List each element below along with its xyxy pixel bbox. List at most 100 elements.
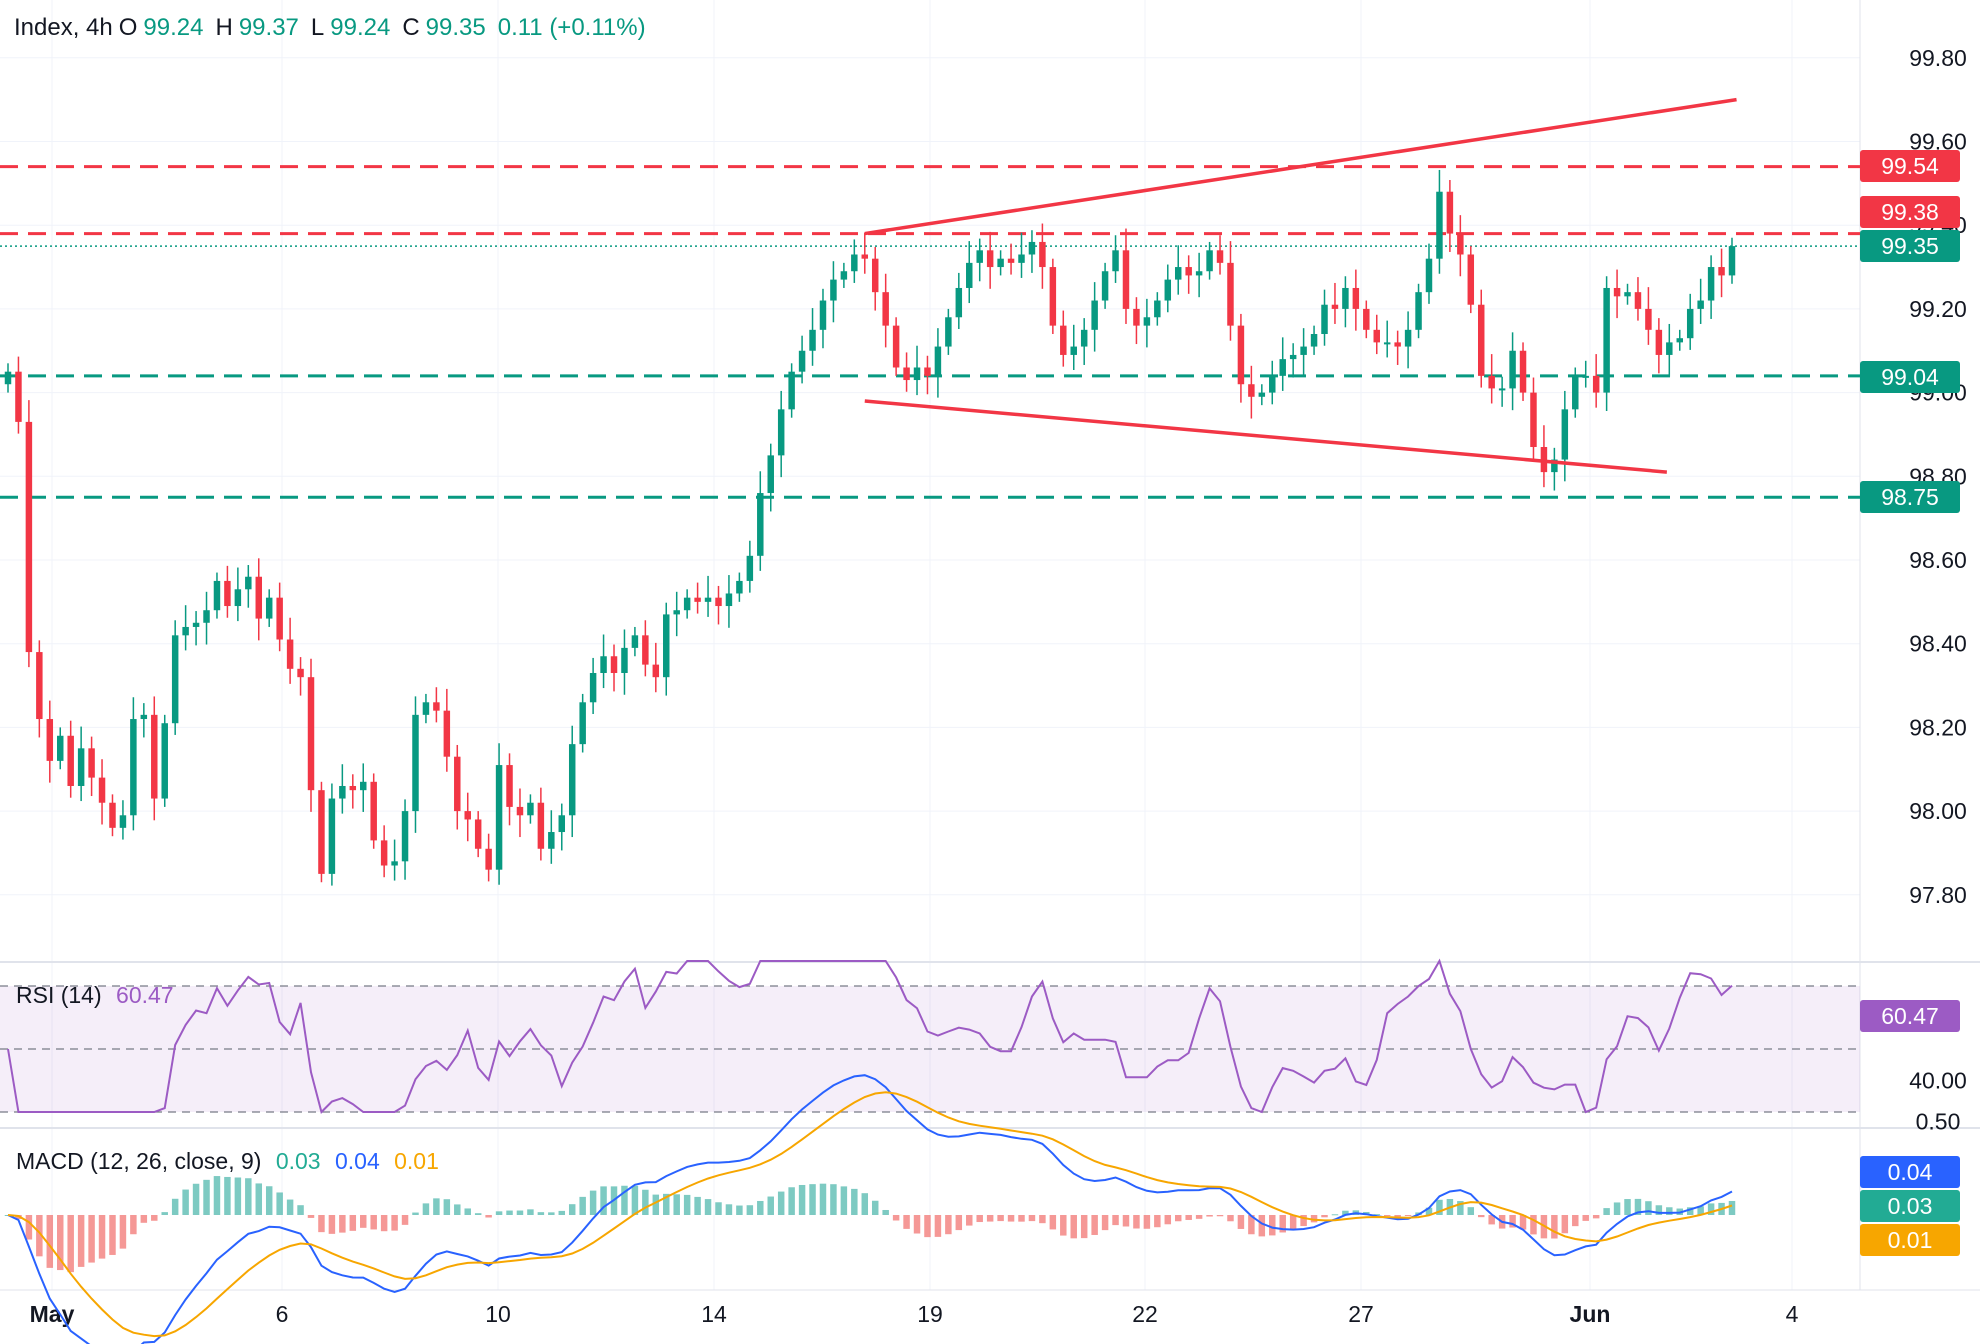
- candle-body: [1039, 241, 1046, 268]
- macd-hist-bar: [631, 1185, 639, 1215]
- macd-hist-bar: [370, 1215, 377, 1230]
- macd-hist-bar: [1174, 1215, 1182, 1222]
- macd-hist-bar: [1154, 1215, 1161, 1228]
- candle-body: [882, 292, 889, 326]
- macd-hist-bar: [1206, 1215, 1213, 1217]
- macd-hist-bar: [192, 1183, 200, 1215]
- macd-hist-bar: [892, 1215, 900, 1221]
- macd-hist-bar: [788, 1187, 795, 1215]
- candle-body: [203, 610, 210, 623]
- macd-hist-bar: [955, 1215, 963, 1231]
- macd-hist-bar: [548, 1212, 555, 1215]
- macd-hist-bar: [966, 1215, 973, 1226]
- candle-body: [683, 597, 691, 611]
- macd-hist-bar: [725, 1204, 733, 1215]
- macd-hist-bar: [1143, 1215, 1151, 1229]
- macd-hist-bar: [77, 1215, 85, 1267]
- macd-hist-bar: [1707, 1203, 1715, 1215]
- candle-body: [506, 765, 513, 807]
- macd-hist-bar: [663, 1193, 670, 1215]
- candle-body: [15, 371, 22, 422]
- macd-hist-bar: [1070, 1215, 1077, 1239]
- candle-body: [1091, 300, 1098, 330]
- macd-hist-bar: [1425, 1207, 1433, 1215]
- macd-hist-bar: [1269, 1215, 1276, 1236]
- macd-hist-bar: [401, 1215, 409, 1225]
- macd-hist-bar: [1164, 1215, 1172, 1225]
- rsi-axis-label: 0.50: [1916, 1108, 1961, 1134]
- macd-hist-bar: [297, 1205, 304, 1215]
- macd-hist-bar: [443, 1199, 451, 1215]
- candle-body: [871, 258, 879, 293]
- candle-body: [1457, 233, 1464, 255]
- macd-hist-bar: [245, 1178, 252, 1215]
- candle-body: [924, 367, 931, 376]
- open-value: 99.24: [143, 14, 204, 41]
- x-tick-label: May: [30, 1301, 75, 1327]
- candle-body: [1666, 342, 1673, 355]
- macd-hist-bar: [945, 1215, 952, 1235]
- macd-hist-bar: [579, 1196, 586, 1215]
- macd-hist-bar: [1394, 1215, 1401, 1217]
- candle-body: [349, 785, 357, 791]
- candle-body: [1488, 375, 1495, 389]
- candle-body: [1279, 359, 1286, 376]
- macd-hist-bar: [767, 1196, 774, 1215]
- candle-body: [1049, 267, 1057, 326]
- candle-body: [1028, 241, 1036, 255]
- candle-body: [1645, 308, 1652, 330]
- macd-hist-bar: [412, 1212, 419, 1215]
- candle-body: [213, 580, 221, 611]
- candle-body: [1248, 384, 1255, 397]
- macd-hist-bar: [25, 1215, 33, 1240]
- macd-hist-bar: [1592, 1215, 1600, 1219]
- macd-hist-bar: [46, 1215, 54, 1268]
- macd-hist-bar: [1477, 1215, 1485, 1218]
- rsi-tag: 60.47: [1860, 1000, 1960, 1032]
- macd-hist-bar: [1279, 1215, 1286, 1233]
- candle-body: [788, 371, 795, 410]
- candle-body: [558, 815, 566, 833]
- candle-body: [851, 254, 858, 272]
- candle-body: [318, 790, 325, 874]
- candle-body: [997, 258, 1004, 268]
- macd-header: MACD (12, 26, close, 9) 0.03 0.04 0.01: [16, 1148, 439, 1174]
- macd-hist-bar: [809, 1184, 816, 1215]
- macd-hist-bar: [1686, 1207, 1694, 1215]
- candle-body: [819, 300, 827, 330]
- macd-hist-bar: [1227, 1215, 1234, 1222]
- macd-hist-bar: [903, 1215, 910, 1229]
- candle-body: [861, 254, 869, 259]
- macd-hist-bar: [380, 1215, 388, 1232]
- trendline-lower: [864, 399, 1668, 474]
- candle-body: [548, 832, 555, 849]
- candle-body: [1467, 254, 1475, 305]
- candle-body: [1624, 292, 1631, 297]
- macd-hist-bar: [360, 1215, 367, 1228]
- candle-body: [715, 597, 722, 607]
- macd-hist-bar: [830, 1184, 837, 1215]
- macd-line-tag: 0.03: [1860, 1190, 1960, 1222]
- candle-body: [986, 250, 994, 268]
- macd-hist-bar: [600, 1186, 607, 1215]
- candle-body: [673, 610, 680, 615]
- x-tick-label: 10: [485, 1301, 511, 1327]
- macd-hist-bar: [777, 1191, 785, 1215]
- candle-body: [934, 346, 942, 376]
- macd-hist-bar: [506, 1210, 513, 1215]
- candle-body: [1269, 375, 1276, 393]
- macd-hist-bar: [161, 1212, 168, 1215]
- macd-hist-bar: [265, 1186, 273, 1215]
- candle-body: [537, 802, 545, 849]
- grid-lines: [0, 0, 1980, 1291]
- candle-body: [265, 597, 273, 619]
- candle-body: [757, 493, 764, 556]
- time-axis: May 6 10 14 19 22 27 Jun 4: [30, 1301, 1799, 1327]
- candle-body: [1164, 279, 1172, 301]
- candle-body: [255, 576, 263, 619]
- macd-hist-bar: [495, 1211, 503, 1215]
- macd-hist-bar: [736, 1205, 743, 1215]
- candle-body: [631, 635, 639, 648]
- signal-line: [7, 1091, 1733, 1338]
- candle-body: [328, 798, 336, 874]
